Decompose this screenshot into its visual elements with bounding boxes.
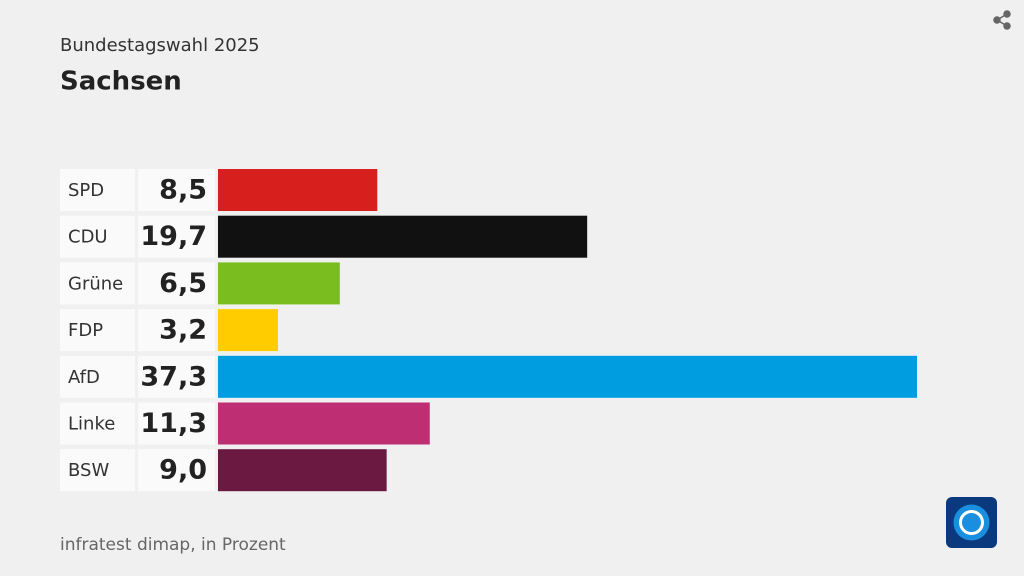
bar — [218, 449, 387, 492]
value-cell — [138, 355, 215, 398]
source-note: infratest dimap, in Prozent — [60, 535, 286, 555]
value-label: 37,3 — [140, 361, 207, 392]
logo — [946, 497, 997, 548]
value-label: 6,5 — [159, 268, 207, 299]
category-label: FDP — [68, 320, 103, 341]
category-label: Grüne — [68, 273, 123, 294]
label-cell — [60, 402, 135, 445]
category-label: CDU — [68, 227, 108, 248]
value-cell — [138, 215, 215, 258]
label-cell — [60, 262, 135, 305]
bar — [218, 169, 378, 211]
category-label: SPD — [68, 180, 104, 201]
label-cell — [60, 355, 135, 398]
bar — [218, 215, 588, 258]
category-label: Linke — [68, 414, 115, 435]
value-cell — [138, 309, 215, 352]
bar — [218, 402, 430, 445]
value-cell — [138, 402, 215, 445]
value-label: 8,5 — [159, 175, 207, 206]
share-icon[interactable] — [993, 10, 1011, 30]
bar — [218, 355, 917, 398]
chart-subtitle: Bundestagswahl 2025 — [60, 35, 260, 56]
value-cell — [138, 169, 215, 211]
value-cell — [138, 449, 215, 492]
value-label: 9,0 — [159, 455, 207, 486]
bar — [218, 309, 278, 352]
bar — [218, 262, 340, 305]
label-cell — [60, 169, 135, 211]
value-label: 19,7 — [140, 221, 207, 252]
category-label: AfD — [68, 367, 100, 388]
label-cell — [60, 215, 135, 258]
value-label: 11,3 — [140, 408, 207, 439]
chart-title: Sachsen — [60, 67, 182, 97]
label-cell — [60, 309, 135, 352]
category-label: BSW — [68, 460, 109, 481]
value-label: 3,2 — [159, 315, 207, 346]
label-cell — [60, 449, 135, 492]
value-cell — [138, 262, 215, 305]
